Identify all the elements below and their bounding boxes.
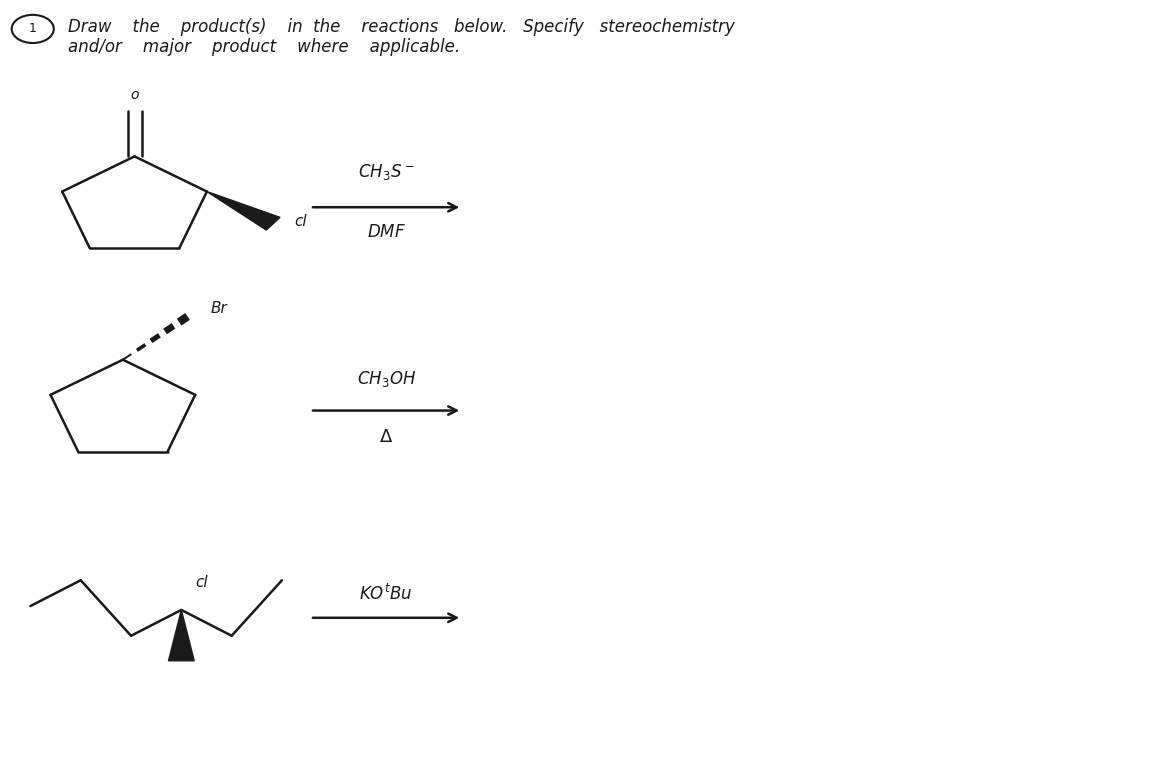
- Text: $\mathit{CH_3S^-}$: $\mathit{CH_3S^-}$: [358, 162, 414, 182]
- Text: $\mathit{CH_3OH}$: $\mathit{CH_3OH}$: [357, 368, 415, 389]
- Text: cl: cl: [195, 576, 208, 590]
- Text: o: o: [130, 88, 139, 102]
- Polygon shape: [207, 192, 280, 230]
- Text: $\mathit{KO^tBu}$: $\mathit{KO^tBu}$: [359, 583, 413, 604]
- Text: Draw    the    product(s)    in  the    reactions   below.   Specify   stereoche: Draw the product(s) in the reactions bel…: [68, 17, 735, 36]
- Text: and/or    major    product    where    applicable.: and/or major product where applicable.: [68, 38, 460, 56]
- Polygon shape: [168, 610, 194, 661]
- Text: 1: 1: [29, 23, 36, 35]
- Text: Br: Br: [211, 301, 227, 316]
- Text: cl: cl: [294, 213, 307, 229]
- Text: $\mathit{DMF}$: $\mathit{DMF}$: [366, 223, 406, 241]
- Text: $\mathit{\Delta}$: $\mathit{\Delta}$: [379, 428, 393, 446]
